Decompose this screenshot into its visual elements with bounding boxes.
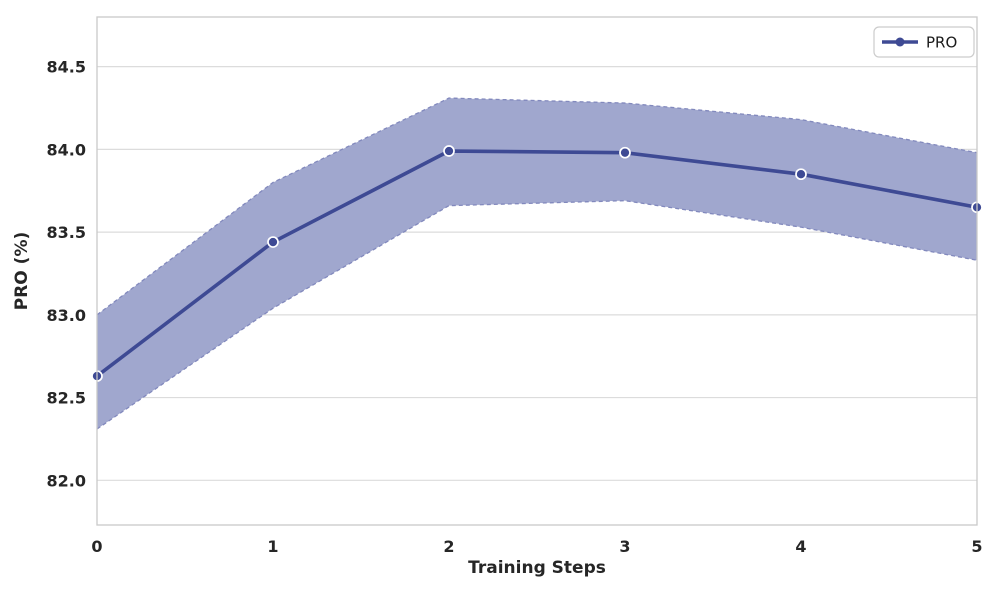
legend: PRO — [873, 26, 975, 58]
axes-spines — [96, 16, 978, 526]
x-tick-label: 2 — [443, 537, 454, 556]
band-lower-edge — [96, 200, 978, 430]
y-tick-label: 82.5 — [47, 389, 86, 408]
x-axis-ticks: 0 1 2 3 4 5 — [91, 537, 982, 556]
legend-box — [873, 26, 975, 58]
y-tick-label: 84.0 — [47, 140, 86, 159]
data-point — [619, 146, 631, 159]
confidence-band — [96, 97, 978, 430]
x-tick-label: 3 — [619, 537, 630, 556]
data-point — [267, 236, 279, 248]
y-tick-label: 83.5 — [47, 223, 86, 242]
data-point — [443, 145, 455, 157]
y-axis-label: PRO (%) — [12, 232, 32, 311]
x-axis-label: Training Steps — [468, 558, 606, 578]
band-area — [97, 98, 977, 430]
y-tick-label: 84.5 — [47, 58, 86, 77]
y-axis-ticks: 82.0 82.5 83.0 83.5 84.0 84.5 — [47, 58, 86, 491]
legend-entry-label: PRO — [926, 34, 957, 52]
plot-border — [96, 16, 978, 526]
x-tick-label: 0 — [91, 537, 102, 556]
series-line-path — [95, 149, 979, 378]
x-tick-label: 1 — [267, 537, 278, 556]
x-tick-label: 5 — [971, 537, 982, 556]
y-tick-label: 83.0 — [47, 306, 86, 325]
data-point — [795, 168, 807, 181]
y-tick-label: 82.0 — [47, 471, 86, 490]
series-line — [95, 149, 979, 378]
legend-marker-sample — [895, 37, 905, 47]
band-upper-edge — [96, 97, 978, 316]
x-tick-label: 4 — [795, 537, 806, 556]
